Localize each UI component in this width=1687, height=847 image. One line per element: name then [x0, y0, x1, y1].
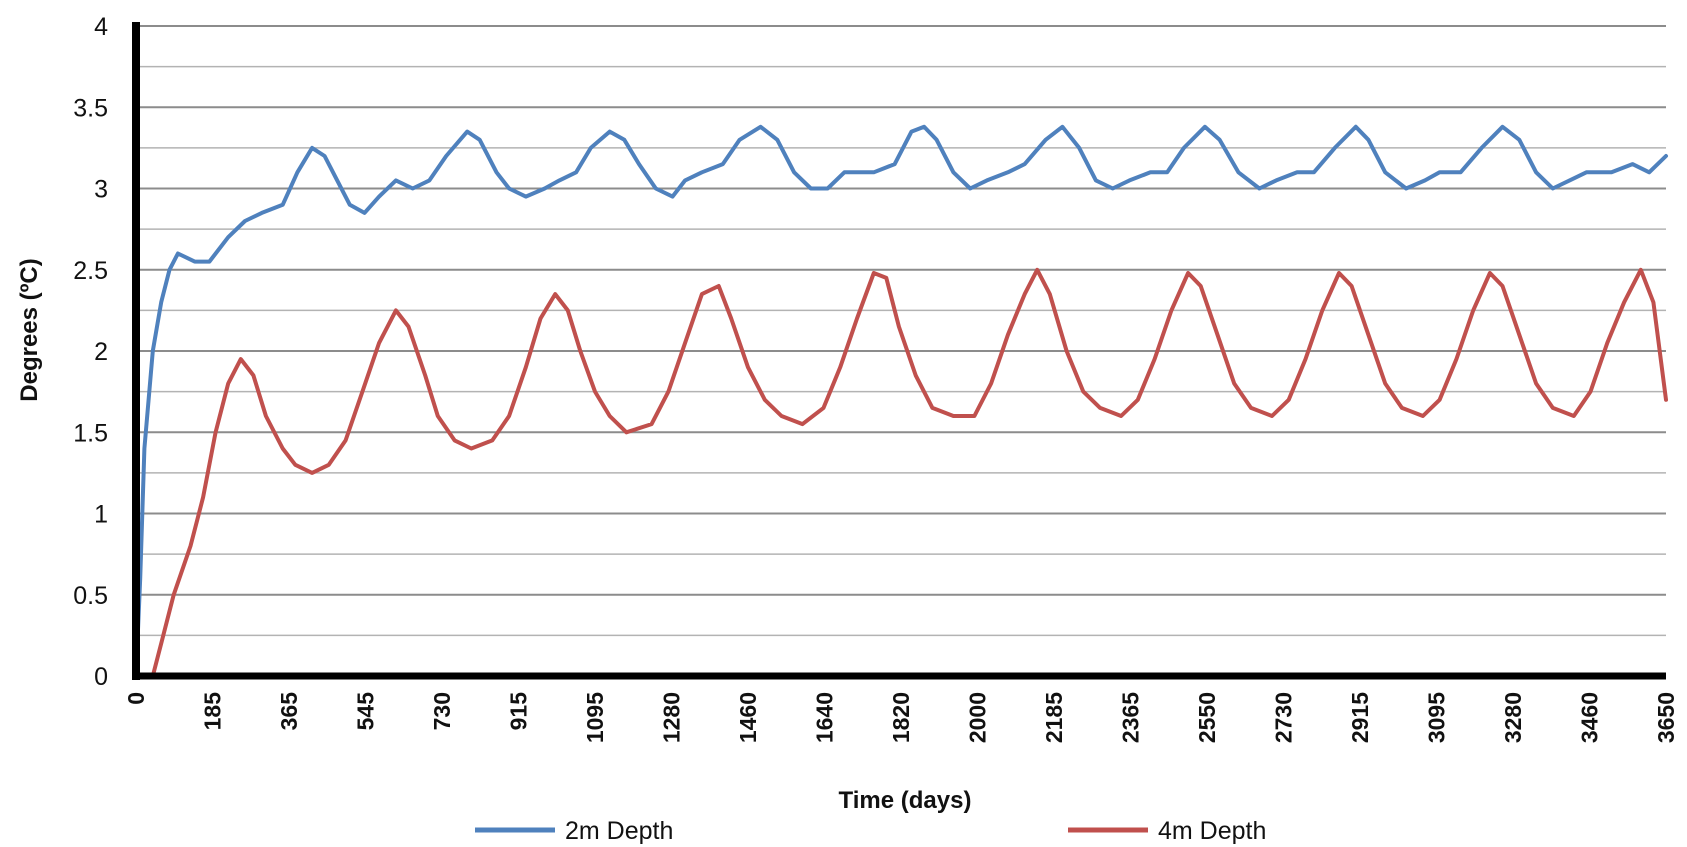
x-tick-label: 365 [276, 692, 302, 731]
x-tick-label: 2550 [1194, 692, 1220, 743]
x-axis-title: Time (days) [839, 787, 972, 814]
x-tick-labels: 0 185 365 545 730 915 1095 1280 1460 1640 1820 2000… [123, 692, 1679, 743]
legend: 2m Depth 4m Depth [475, 817, 1266, 845]
x-tick-label: 3460 [1577, 692, 1603, 743]
y-tick-label: 0 [94, 663, 108, 691]
y-tick-label: 2.5 [73, 257, 108, 285]
x-tick-label: 1640 [812, 692, 838, 743]
x-tick-label: 545 [353, 692, 379, 731]
y-tick-labels: 0 0.5 1 1.5 2 2.5 3 3.5 4 [73, 13, 108, 691]
x-tick-label: 1095 [582, 692, 608, 743]
x-tick-label: 2730 [1271, 692, 1297, 743]
series-line-2m-depth [134, 124, 1668, 678]
y-tick-label: 3 [94, 176, 108, 204]
series-lines [134, 124, 1668, 678]
legend-label: 4m Depth [1158, 817, 1266, 845]
x-tick-label: 2365 [1118, 692, 1144, 743]
x-tick-label: 915 [506, 692, 532, 731]
y-axis-title: Degrees (ºC) [16, 258, 43, 401]
x-tick-label: 1280 [659, 692, 685, 743]
x-tick-label: 1820 [888, 692, 914, 743]
x-tick-label: 0 [123, 692, 149, 705]
axes [132, 22, 1666, 680]
y-tick-label: 1 [94, 501, 108, 529]
legend-label: 2m Depth [565, 817, 673, 845]
series-line-4m-depth [134, 267, 1668, 678]
y-tick-label: 0.5 [73, 582, 108, 610]
x-tick-label: 185 [200, 692, 226, 731]
x-tick-label: 3095 [1424, 692, 1450, 743]
y-tick-label: 1.5 [73, 419, 108, 447]
x-tick-label: 730 [429, 692, 455, 730]
y-tick-label: 2 [94, 338, 108, 366]
y-tick-label: 3.5 [73, 94, 108, 122]
x-tick-label: 2915 [1347, 692, 1373, 743]
x-tick-label: 1460 [735, 692, 761, 743]
x-tick-label: 2185 [1041, 692, 1067, 743]
x-tick-label: 3280 [1500, 692, 1526, 743]
x-tick-label: 2000 [965, 692, 991, 743]
x-tick-label: 3650 [1653, 692, 1679, 743]
y-tick-label: 4 [94, 13, 108, 41]
